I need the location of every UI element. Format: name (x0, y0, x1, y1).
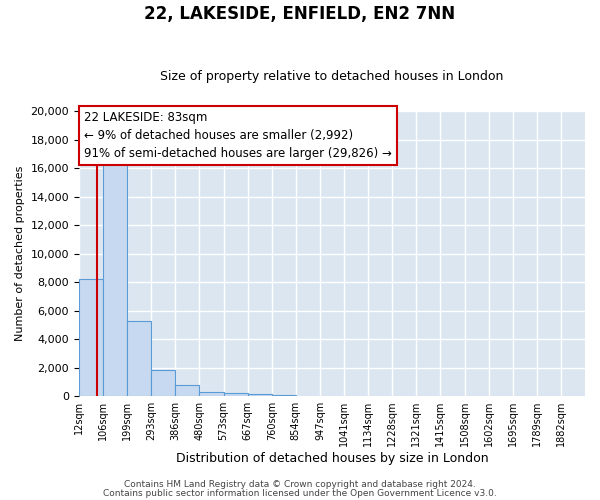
Bar (199, 392, 224, 396)
Bar (224, 393, 248, 396)
Bar (272, 395, 296, 396)
Bar (79, 279, 103, 396)
Text: 22 LAKESIDE: 83sqm
← 9% of detached houses are smaller (2,992)
91% of semi-detac: 22 LAKESIDE: 83sqm ← 9% of detached hous… (84, 111, 392, 160)
Bar (175, 384, 199, 396)
Bar (151, 370, 175, 396)
Bar (103, 160, 127, 396)
Text: 22, LAKESIDE, ENFIELD, EN2 7NN: 22, LAKESIDE, ENFIELD, EN2 7NN (145, 5, 455, 23)
Bar (127, 320, 151, 396)
X-axis label: Distribution of detached houses by size in London: Distribution of detached houses by size … (176, 452, 488, 465)
Title: Size of property relative to detached houses in London: Size of property relative to detached ho… (160, 70, 503, 84)
Bar (248, 394, 272, 396)
Y-axis label: Number of detached properties: Number of detached properties (15, 166, 25, 342)
Text: Contains HM Land Registry data © Crown copyright and database right 2024.: Contains HM Land Registry data © Crown c… (124, 480, 476, 489)
Text: Contains public sector information licensed under the Open Government Licence v3: Contains public sector information licen… (103, 489, 497, 498)
